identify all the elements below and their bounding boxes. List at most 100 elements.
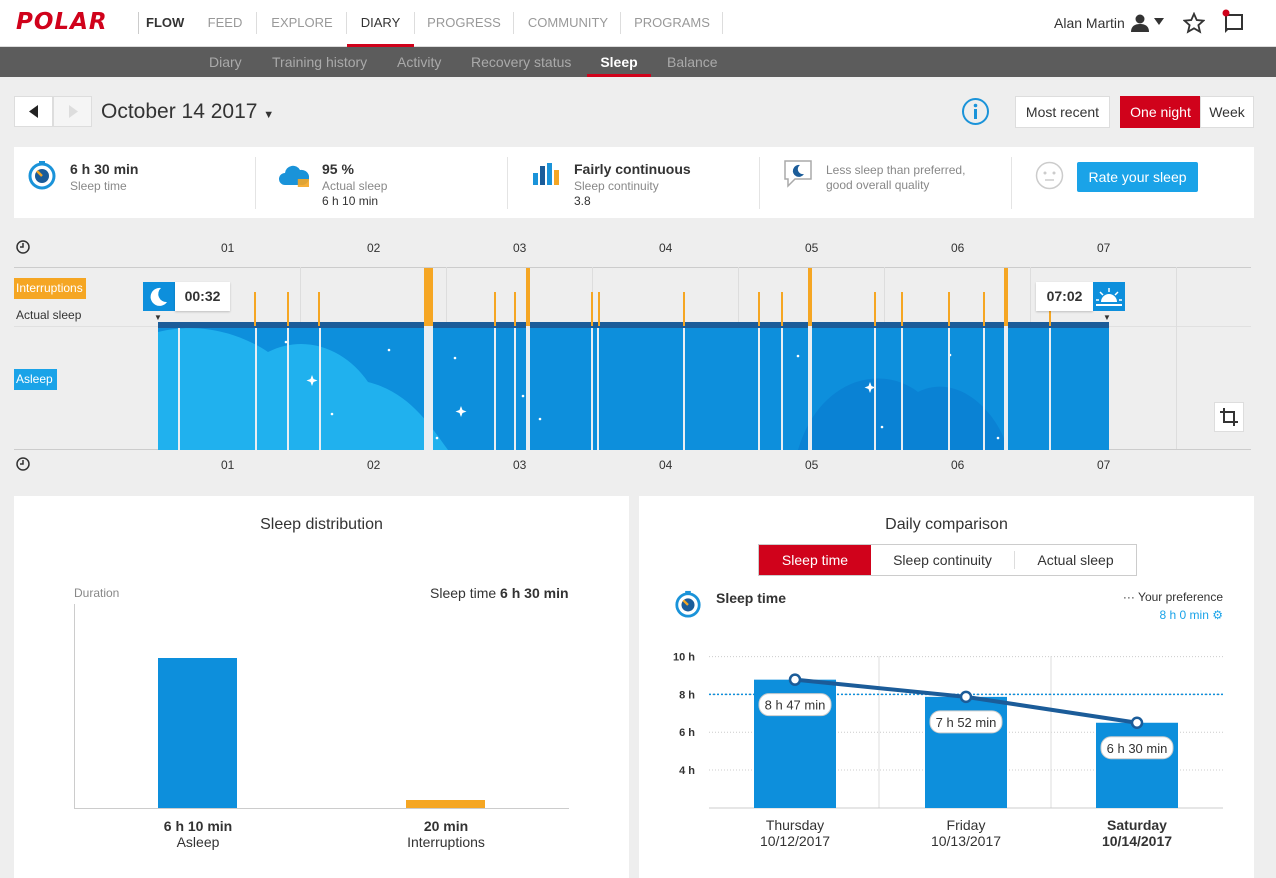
- hour-tick: 03: [513, 241, 527, 255]
- most-recent-button[interactable]: Most recent: [1015, 96, 1110, 128]
- sub-navigation: Diary Training history Activity Recovery…: [0, 47, 1276, 77]
- divider: [256, 12, 257, 34]
- sleep-start-time: 00:32: [175, 282, 230, 311]
- divider: [620, 12, 621, 34]
- clock-icon: [16, 457, 30, 471]
- hour-tick: 06: [951, 458, 965, 472]
- nav-explore[interactable]: EXPLORE: [271, 15, 333, 30]
- user-menu[interactable]: Alan Martin: [1054, 15, 1125, 31]
- chevron-down-icon: ▼: [263, 109, 275, 121]
- week-button[interactable]: Week: [1200, 96, 1254, 128]
- info-icon[interactable]: [961, 97, 990, 126]
- subnav-diary[interactable]: Diary: [209, 54, 242, 70]
- continuity-icon: [533, 163, 559, 185]
- axis-line: [14, 267, 1251, 268]
- nav-diary[interactable]: DIARY: [347, 0, 414, 47]
- interruptions-bar: [406, 799, 485, 808]
- user-icon[interactable]: [1130, 13, 1150, 33]
- top-navigation: POLAR FLOW FEED EXPLORE DIARY PROGRESS C…: [0, 0, 1276, 47]
- trend-point: [959, 690, 973, 704]
- one-night-button[interactable]: One night: [1120, 96, 1201, 128]
- asleep-legend: Asleep: [14, 369, 57, 390]
- hour-tick: 02: [367, 241, 381, 255]
- y-axis-label: Duration: [74, 586, 120, 600]
- total-value: 6 h 30 min: [500, 585, 569, 601]
- actual-sleep-value: 95 %: [322, 161, 354, 177]
- interruptions-label: Interruptions: [407, 834, 485, 850]
- divider: [507, 157, 508, 209]
- sleep-end-time: 07:02: [1036, 282, 1093, 311]
- asleep-bar: [158, 658, 237, 808]
- tab-sleep-continuity[interactable]: Sleep continuity: [893, 552, 992, 568]
- nav-programs[interactable]: PROGRAMS: [634, 15, 710, 30]
- nav-progress[interactable]: PROGRESS: [427, 15, 501, 30]
- divider: [1014, 551, 1015, 569]
- x-date-label: 10/14/2017: [1102, 833, 1172, 849]
- daily-comparison-panel: Daily comparison Sleep time Sleep contin…: [639, 496, 1254, 878]
- hour-tick: 04: [659, 241, 673, 255]
- comparison-bar: [1096, 722, 1178, 808]
- stopwatch-icon: [28, 161, 56, 190]
- moon-icon: [150, 287, 167, 306]
- smiley-face-icon: [1035, 161, 1064, 190]
- divider: [759, 157, 760, 209]
- asleep-label: Asleep: [176, 834, 220, 850]
- x-date-label: 10/13/2017: [931, 833, 1001, 849]
- chevron-down-icon[interactable]: [1154, 18, 1164, 26]
- x-day-label: Saturday: [1107, 817, 1167, 833]
- hour-tick: 06: [951, 241, 965, 255]
- tab-sleep-time[interactable]: Sleep time: [759, 545, 871, 575]
- next-day-button[interactable]: [53, 96, 92, 127]
- nav-community[interactable]: COMMUNITY: [527, 15, 609, 30]
- sleep-summary-bar: 6 h 30 min Sleep time 95 % Actual sleep …: [14, 147, 1254, 218]
- divider: [722, 12, 723, 34]
- star-icon[interactable]: [1183, 12, 1205, 34]
- hour-tick: 07: [1097, 458, 1111, 472]
- actual-sleep-legend: Actual sleep: [16, 308, 82, 322]
- previous-day-button[interactable]: [14, 96, 53, 127]
- subnav-activity[interactable]: Activity: [397, 54, 442, 70]
- sleep-distribution-panel: Sleep distribution Duration Sleep time 6…: [14, 496, 629, 878]
- date-picker[interactable]: October 14 2017 ▼: [101, 100, 274, 124]
- flow-label[interactable]: FLOW: [146, 15, 185, 30]
- divider: [414, 12, 415, 34]
- hour-tick: 05: [805, 458, 819, 472]
- hour-tick: 03: [513, 458, 527, 472]
- divider: [346, 12, 347, 34]
- trend-point: [788, 673, 802, 686]
- polar-logo[interactable]: POLAR: [16, 9, 108, 35]
- value-label-box: [758, 693, 832, 717]
- subnav-training-history[interactable]: Training history: [272, 54, 368, 70]
- hour-tick: 05: [805, 241, 819, 255]
- zoom-to-sleep-button[interactable]: [1214, 402, 1244, 432]
- rate-your-sleep-button[interactable]: Rate your sleep: [1077, 162, 1198, 192]
- subnav-recovery-status[interactable]: Recovery status: [471, 54, 572, 70]
- subnav-balance[interactable]: Balance: [667, 54, 718, 70]
- value-label: 6 h 30 min: [1107, 741, 1168, 756]
- dots-icon: ···: [1122, 590, 1135, 604]
- preference-label: Your preference: [1138, 590, 1223, 604]
- preference-value-row[interactable]: 8 h 0 min ⚙: [1160, 608, 1223, 622]
- interruptions-legend: Interruptions: [14, 278, 86, 299]
- total-label: Sleep time: [430, 585, 497, 601]
- sleep-end-marker: [1093, 282, 1125, 311]
- speech-bubble-icon: [784, 160, 812, 188]
- tab-actual-sleep[interactable]: Actual sleep: [1037, 552, 1114, 568]
- x-date-label: 10/12/2017: [760, 833, 830, 849]
- feedback-line-1: Less sleep than preferred,: [826, 163, 966, 177]
- preference-value: 8 h 0 min: [1159, 608, 1209, 622]
- notifications-icon[interactable]: [1221, 9, 1247, 35]
- hour-tick: 04: [659, 458, 673, 472]
- continuity-score: 3.8: [574, 194, 591, 208]
- y-tick-label: 4 h: [679, 765, 695, 777]
- subnav-sleep[interactable]: Sleep: [587, 47, 651, 77]
- hour-tick: 01: [221, 241, 235, 255]
- divider: [255, 157, 256, 209]
- sleep-time-value: 6 h 30 min: [70, 161, 139, 177]
- arrow-right-icon: [69, 105, 78, 118]
- asleep-area: [158, 322, 1109, 450]
- crop-icon: [1220, 408, 1238, 426]
- feedback-line-2: good overall quality: [826, 178, 930, 192]
- arrow-left-icon: [29, 105, 38, 118]
- nav-feed[interactable]: FEED: [207, 15, 243, 30]
